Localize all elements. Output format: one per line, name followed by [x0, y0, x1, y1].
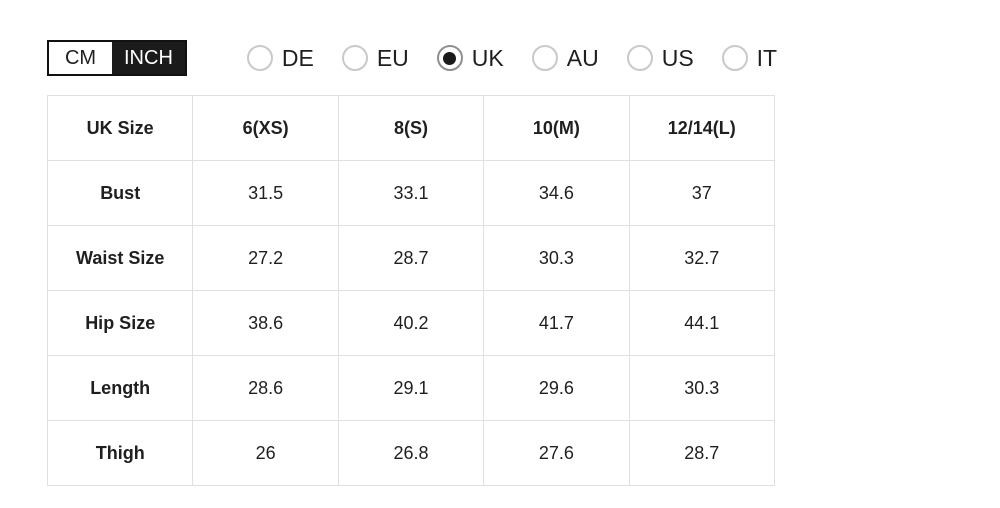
value-cell: 44.1	[628, 290, 776, 356]
size-table-header-cell: 10(M)	[483, 95, 630, 161]
row-label-cell: Thigh	[46, 420, 194, 486]
value-cell: 27.6	[483, 420, 630, 486]
unit-inch-button[interactable]: INCH	[112, 42, 185, 74]
region-option-au[interactable]: AU	[531, 44, 599, 72]
value-cell: 33.1	[337, 160, 485, 226]
row-label-cell: Bust	[46, 160, 194, 226]
region-option-label: DE	[281, 44, 314, 71]
value-cell: 29.1	[337, 355, 485, 421]
row-label-cell: Hip Size	[46, 290, 194, 356]
table-row: Waist Size 27.2 28.7 30.3 32.7	[46, 225, 776, 291]
value-cell: 28.7	[628, 420, 776, 486]
row-label-cell: Length	[46, 355, 194, 421]
region-option-label: IT	[756, 44, 778, 71]
radio-button-icon	[721, 45, 748, 71]
region-option-uk[interactable]: UK	[436, 44, 504, 72]
region-option-it[interactable]: IT	[721, 44, 778, 72]
size-table: UK Size 6(XS) 8(S) 10(M) 12/14(L) Bust 3…	[46, 95, 776, 486]
radio-button-icon	[436, 45, 463, 71]
value-cell: 40.2	[337, 290, 485, 356]
unit-cm-button[interactable]: CM	[49, 42, 112, 74]
size-chart-toolbar: CM INCH DE EU UK AU US	[47, 40, 778, 76]
region-option-de[interactable]: DE	[246, 44, 314, 72]
value-cell: 26.8	[337, 420, 485, 486]
value-cell: 31.5	[192, 160, 339, 226]
value-cell: 38.6	[192, 290, 339, 356]
value-cell: 29.6	[483, 355, 630, 421]
radio-button-icon	[626, 45, 653, 71]
value-cell: 30.3	[483, 225, 630, 291]
radio-button-icon	[341, 45, 368, 71]
unit-toggle: CM INCH	[47, 40, 187, 76]
row-label-cell: Waist Size	[46, 225, 194, 291]
value-cell: 41.7	[483, 290, 630, 356]
region-option-us[interactable]: US	[626, 44, 694, 72]
value-cell: 28.6	[192, 355, 339, 421]
table-row: Hip Size 38.6 40.2 41.7 44.1	[46, 290, 776, 356]
region-option-eu[interactable]: EU	[341, 44, 409, 72]
size-table-header-cell: 8(S)	[337, 95, 485, 161]
size-table-header-cell: 12/14(L)	[628, 95, 776, 161]
size-table-header-cell: 6(XS)	[192, 95, 339, 161]
value-cell: 34.6	[483, 160, 630, 226]
value-cell: 37	[628, 160, 776, 226]
region-option-label: UK	[471, 44, 504, 71]
table-row: Thigh 26 26.8 27.6 28.7	[46, 420, 776, 486]
region-option-label: AU	[566, 44, 599, 71]
region-option-label: EU	[376, 44, 409, 71]
size-table-header-row: UK Size 6(XS) 8(S) 10(M) 12/14(L)	[46, 95, 776, 161]
table-row: Bust 31.5 33.1 34.6 37	[46, 160, 776, 226]
radio-button-icon	[531, 45, 558, 71]
radio-button-icon	[246, 45, 273, 71]
value-cell: 27.2	[192, 225, 339, 291]
value-cell: 30.3	[628, 355, 776, 421]
region-radio-group: DE EU UK AU US IT	[246, 44, 778, 72]
value-cell: 26	[192, 420, 339, 486]
region-option-label: US	[661, 44, 694, 71]
value-cell: 28.7	[337, 225, 485, 291]
value-cell: 32.7	[628, 225, 776, 291]
size-table-header-cell: UK Size	[46, 95, 194, 161]
table-row: Length 28.6 29.1 29.6 30.3	[46, 355, 776, 421]
